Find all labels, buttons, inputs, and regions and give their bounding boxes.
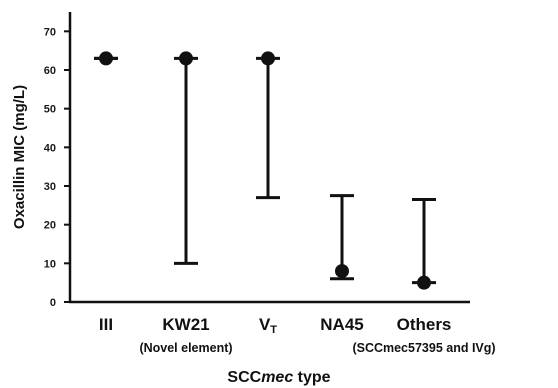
x-axis-title-prefix: SCC: [227, 369, 261, 386]
y-tick-label: 0: [50, 297, 56, 309]
y-tick-label: 60: [44, 65, 56, 77]
data-point: [335, 264, 349, 279]
y-ticks: 0 10 20 30 40 50 60 70: [44, 26, 70, 309]
category-label: NA45: [320, 315, 363, 334]
y-tick-label: 50: [44, 104, 56, 116]
data-point: [261, 51, 275, 66]
data-point: [179, 51, 193, 66]
y-tick-label: 30: [44, 181, 56, 193]
category-sublabel: (SCCmec57395 and IVg): [352, 341, 495, 355]
category-label: KW21: [162, 315, 209, 334]
category-label: III: [99, 315, 113, 334]
y-axis-title: Oxacillin MIC (mg/L): [11, 85, 28, 229]
y-tick-label: 70: [44, 26, 56, 38]
data-point: [99, 51, 113, 66]
category-label: Others: [397, 315, 452, 334]
data-point: [417, 275, 431, 290]
y-tick-label: 20: [44, 220, 56, 232]
x-axis-title: SCCmec type: [227, 369, 330, 386]
range-marks: [94, 51, 436, 290]
y-tick-label: 10: [44, 258, 56, 270]
category-labels: III KW21 (Novel element) VT NA45 Others (SCCme…: [99, 315, 496, 355]
x-axis-title-suffix: type: [293, 369, 330, 386]
category-label: VT: [259, 315, 277, 336]
y-tick-label: 40: [44, 142, 56, 154]
category-sublabel: (Novel element): [139, 341, 232, 355]
x-axis-title-italic: mec: [261, 369, 293, 386]
